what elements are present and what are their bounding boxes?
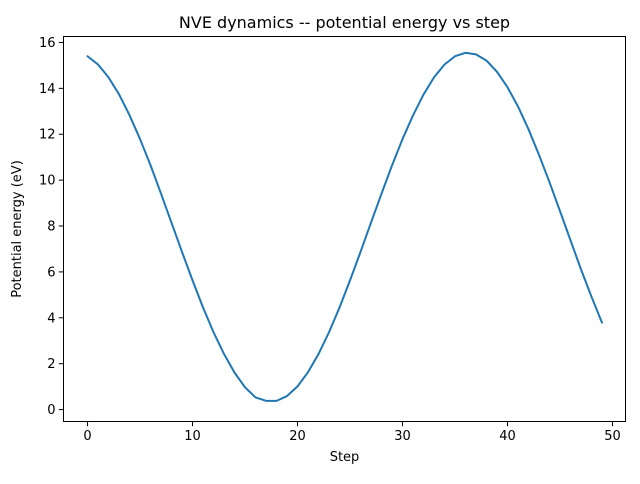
x-tick-label: 10 [184, 429, 201, 444]
y-tick-label: 0 [47, 403, 55, 418]
y-tick-label: 12 [39, 128, 56, 143]
plot-spines [63, 36, 626, 422]
x-tick-label: 50 [604, 429, 621, 444]
series-layer [86, 51, 603, 402]
y-axis-label: Potential energy (eV) [10, 160, 25, 298]
y-tick-label: 4 [47, 311, 55, 326]
x-tick-label: 30 [394, 429, 411, 444]
axes-layer: 0 10 20 30 40 50 0 2 4 6 8 10 12 14 16 [39, 36, 626, 444]
x-tick-label: 20 [289, 429, 306, 444]
potential-energy-line [86, 51, 603, 402]
x-tick-label: 0 [83, 429, 91, 444]
x-axis-label: Step [330, 450, 360, 465]
chart-title: NVE dynamics -- potential energy vs step [179, 13, 510, 32]
y-tick-label: 8 [47, 220, 55, 235]
y-tick-label: 6 [47, 265, 55, 280]
y-tick-label: 16 [39, 36, 56, 51]
y-tick-label: 14 [39, 82, 56, 97]
y-tick-label: 10 [39, 174, 56, 189]
y-tick-label: 2 [47, 357, 55, 372]
x-tick-label: 40 [499, 429, 516, 444]
